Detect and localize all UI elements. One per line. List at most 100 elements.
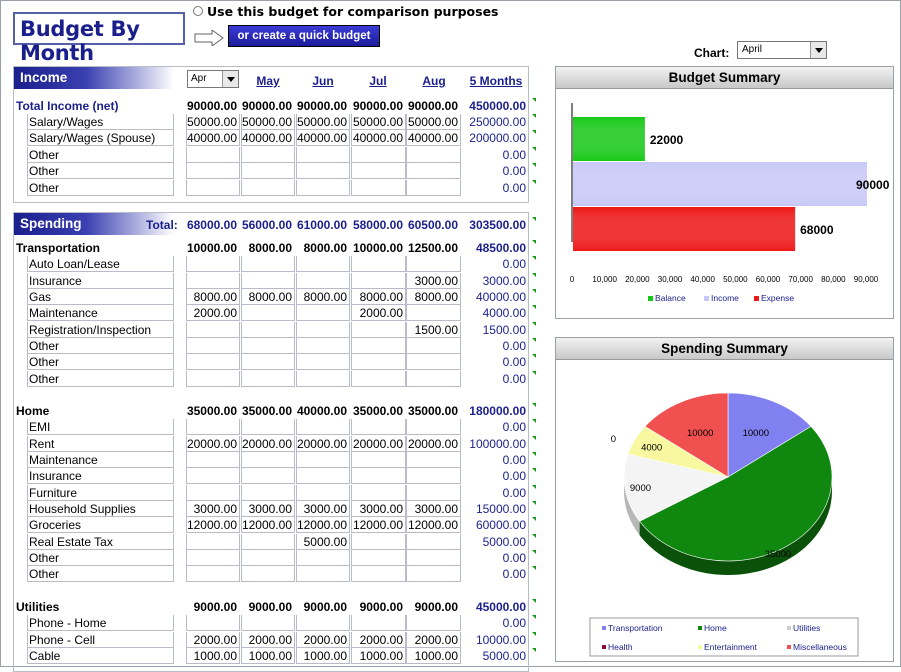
value-cell[interactable]: 2000.00 [359,306,403,321]
value-cell[interactable]: 2000.00 [303,632,347,647]
value-cell[interactable] [390,338,460,354]
month-header[interactable]: 5 Months [469,74,523,88]
spending-item-row[interactable]: Auto Loan/Lease 0.00 [14,256,536,273]
spending-item-row[interactable]: Phone - Cell 2000.00 2000.00 2000.00 2000.00… [14,631,536,648]
income-item-row[interactable]: Salary/Wages 50000.00 50000.00 50000.00 5000… [14,114,536,130]
compare-radio[interactable] [193,6,203,16]
month-header[interactable]: May [256,74,280,88]
value-cell[interactable]: 2000.00 [359,632,403,647]
spending-item-row[interactable]: EMI 0.00 [14,419,536,436]
value-cell[interactable]: 2000.00 [193,306,237,321]
spending-item-row[interactable]: Gas 8000.00 8000.00 8000.00 8000.00 8000.00 40… [14,289,536,305]
value-cell[interactable] [390,566,460,582]
spending-item-row[interactable]: Maintenance 2000.00 2000.00 4000.00 [14,305,536,322]
income-item-row[interactable]: Salary/Wages (Spouse) 40000.00 40000.00 400… [14,130,536,147]
value-cell[interactable]: 12000.00 [407,518,458,533]
value-cell[interactable]: 40000.00 [352,131,403,146]
value-cell[interactable] [390,180,460,196]
spending-item-row[interactable]: Rent 20000.00 20000.00 20000.00 20000.00 2000… [14,435,536,452]
spending-item-row[interactable]: Registration/Inspection 1500.00 1500.00 [14,321,536,338]
spending-item-row[interactable]: Maintenance 0.00 [14,452,536,468]
value-cell[interactable]: 12000.00 [186,518,237,533]
value-cell[interactable]: 20000.00 [186,436,237,451]
value-cell[interactable]: 1000.00 [248,649,292,663]
spending-item-row[interactable]: Other 0.00 [14,354,536,371]
value-cell[interactable]: 2000.00 [193,632,237,647]
value-cell[interactable]: 40000.00 [296,131,347,146]
value-cell[interactable]: 1000.00 [414,649,458,663]
spending-item-row[interactable]: Other 0.00 [14,338,536,355]
month-header[interactable]: Jun [312,74,334,88]
row-value-cell [351,517,406,534]
value-cell[interactable]: 50000.00 [186,115,237,129]
value-cell[interactable] [390,371,460,387]
spending-item-row[interactable]: Groceries 12000.00 12000.00 12000.00 12000.0… [14,517,536,534]
value-cell[interactable]: 20000.00 [407,436,458,451]
value-cell[interactable]: 1500.00 [414,322,458,337]
value-cell[interactable]: 3000.00 [303,502,347,517]
chevron-down-icon[interactable] [222,71,238,87]
spending-item-row[interactable]: Other 0.00 [14,550,536,567]
value-cell[interactable]: 50000.00 [352,115,403,129]
month-header[interactable]: Jul [369,74,387,88]
value-cell[interactable]: 40000.00 [186,131,237,146]
value-cell[interactable]: 5000.00 [303,534,347,549]
value-cell[interactable]: 20000.00 [241,436,292,451]
value-cell[interactable]: 50000.00 [241,115,292,129]
value-cell[interactable]: 12000.00 [241,518,292,533]
value-cell[interactable] [390,305,460,321]
value-cell[interactable]: 1000.00 [303,649,347,663]
value-cell[interactable]: 40000.00 [241,131,292,146]
spending-item-row[interactable]: Cable 1000.00 1000.00 1000.00 1000.00 1000.00… [14,648,536,664]
value-cell[interactable]: 12000.00 [296,518,347,533]
spending-item-row[interactable]: Furniture 0.00 [14,484,536,501]
spending-item-row[interactable]: Phone - Home 0.00 [14,615,536,632]
value-cell[interactable] [390,615,460,631]
row-value-cell [351,130,406,147]
value-cell[interactable]: 12000.00 [352,518,403,533]
income-item-row[interactable]: Other 0.00 [14,146,536,163]
chart-select[interactable]: April [737,41,827,59]
value-cell[interactable] [390,163,460,179]
value-cell[interactable]: 8000.00 [303,290,347,304]
value-cell[interactable]: 50000.00 [407,115,458,129]
value-cell[interactable]: 3000.00 [414,502,458,517]
month-header[interactable]: Aug [422,74,446,88]
value-cell[interactable] [390,354,460,370]
value-cell[interactable]: 50000.00 [296,115,347,129]
value-cell[interactable]: 3000.00 [414,273,458,288]
income-item-row[interactable]: Other 0.00 [14,163,536,180]
value-cell[interactable] [390,452,460,468]
value-cell[interactable] [390,485,460,501]
value-cell[interactable] [390,550,460,566]
value-cell[interactable] [390,419,460,435]
month-select[interactable]: Apr [187,70,239,88]
quick-budget-button[interactable]: or create a quick budget [228,25,380,47]
spending-item-row[interactable]: Insurance 3000.00 3000.00 [14,272,536,289]
value-cell[interactable] [390,147,460,163]
value-cell[interactable]: 2000.00 [414,632,458,647]
value-cell[interactable] [390,534,460,550]
value-cell[interactable]: 20000.00 [352,436,403,451]
value-cell[interactable]: 40000.00 [407,131,458,146]
value-cell[interactable]: 1000.00 [193,649,237,663]
spending-item-row[interactable]: Real Estate Tax 5000.00 5000.00 [14,533,536,550]
value-cell[interactable]: 8000.00 [359,290,403,304]
value-cell[interactable] [390,256,460,272]
spending-item-row[interactable]: Household Supplies 3000.00 3000.00 3000.00 3… [14,501,536,518]
value-cell[interactable]: 2000.00 [248,632,292,647]
spending-item-row[interactable]: Other 0.00 [14,566,536,583]
chevron-down-icon[interactable] [810,42,826,58]
value-cell[interactable]: 8000.00 [193,290,237,304]
income-item-row[interactable]: Other 0.00 [14,179,536,196]
value-cell[interactable]: 1000.00 [359,649,403,663]
value-cell[interactable]: 8000.00 [414,290,458,304]
spending-item-row[interactable]: Insurance 0.00 [14,468,536,485]
spending-item-row[interactable]: Other 0.00 [14,370,536,387]
value-cell[interactable]: 3000.00 [248,502,292,517]
value-cell[interactable]: 3000.00 [193,502,237,517]
value-cell[interactable]: 20000.00 [296,436,347,451]
value-cell[interactable]: 3000.00 [359,502,403,517]
value-cell[interactable] [390,468,460,484]
value-cell[interactable]: 8000.00 [248,290,292,304]
